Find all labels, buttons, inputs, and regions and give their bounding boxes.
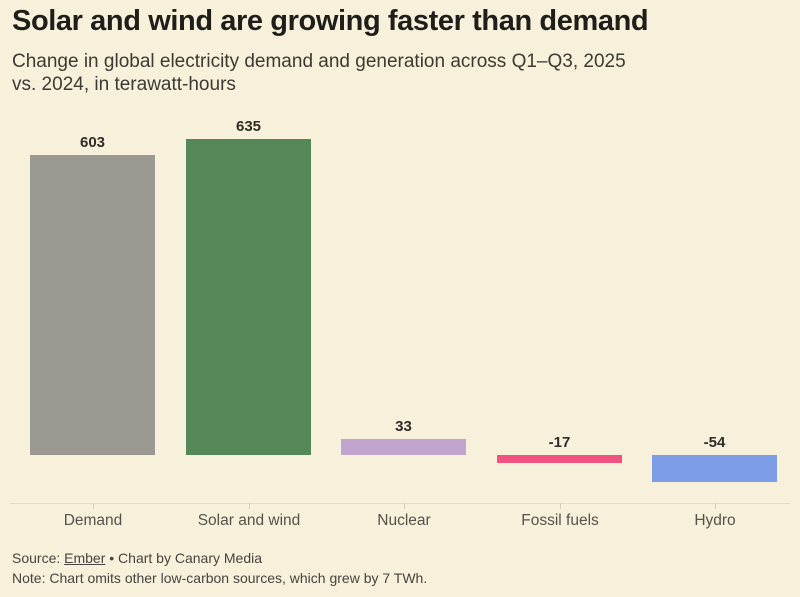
x-axis-tick-fossil-fuels [560,503,561,509]
x-axis-label-nuclear: Nuclear [377,512,431,529]
source-suffix: • Chart by Canary Media [105,550,263,566]
value-label-nuclear: 33 [395,418,412,435]
chart-title: Solar and wind are growing faster than d… [12,5,649,37]
x-axis-tick-solar-and-wind [249,503,250,509]
value-label-fossil-fuels: -17 [548,434,571,451]
bar-hydro [652,455,777,482]
x-axis-line [10,503,790,504]
value-label-hydro: -54 [703,434,726,451]
x-axis-tick-hydro [715,503,716,509]
chart-subtitle: Change in global electricity demand and … [12,50,788,96]
x-axis-label-hydro: Hydro [694,512,736,529]
value-label-demand: 603 [79,134,106,151]
source-prefix: Source: [12,550,65,566]
x-axis-tick-demand [93,503,94,509]
value-label-solar-and-wind: 635 [235,118,262,135]
chart-subtitle-line-1: Change in global electricity demand and … [12,51,626,72]
chart-subtitle-line-2: vs. 2024, in terawatt-hours [12,74,236,95]
source-line: Source: Ember • Chart by Canary Media [12,548,788,568]
bar-demand [30,155,155,455]
bar-fossil-fuels [497,455,622,463]
bar-solar-and-wind [186,139,311,455]
x-axis-label-fossil-fuels: Fossil fuels [521,512,599,529]
x-axis-tick-nuclear [404,503,405,509]
chart-footer: Source: Ember • Chart by Canary Media No… [12,548,788,588]
bar-nuclear [341,439,466,455]
x-axis-label-solar-and-wind: Solar and wind [197,512,301,529]
x-axis-label-demand: Demand [63,512,123,529]
note-line: Note: Chart omits other low-carbon sourc… [12,570,428,586]
source-ember-link[interactable]: Ember [64,550,106,566]
